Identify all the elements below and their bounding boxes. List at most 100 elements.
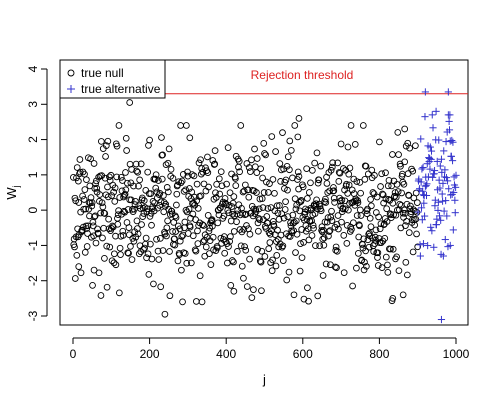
null-point [101,255,108,262]
null-point [368,174,376,182]
null-point [292,217,300,225]
alternative-point [451,209,459,217]
alternative-point [419,187,427,195]
null-point [371,172,378,179]
null-point [384,268,392,276]
null-point [220,212,228,220]
null-point [161,230,169,238]
null-point [80,196,88,203]
null-point [127,243,134,250]
null-point [238,205,245,212]
null-point [314,179,322,187]
null-point [211,147,219,155]
null-point [364,170,372,178]
null-point [320,241,328,249]
null-point [191,193,198,201]
null-point [311,159,319,167]
null-point [81,248,89,256]
x-tick-label: 400 [216,347,236,361]
null-point [133,167,140,175]
null-point [382,195,390,203]
null-point [203,167,211,175]
null-point [266,230,274,238]
null-point [367,196,374,203]
null-point [334,159,342,167]
null-point [180,188,188,195]
x-axis-label: j [262,372,266,387]
null-point [178,233,186,240]
null-point [412,142,419,150]
null-point [227,282,235,289]
null-point [269,218,277,225]
alternative-point [434,198,442,206]
null-point [101,210,109,217]
null-point [257,165,265,173]
null-point [169,174,177,182]
null-point [178,177,186,185]
alternative-point [434,206,442,214]
null-point [135,250,143,258]
null-point [272,148,279,155]
null-point [381,235,389,242]
x-tick-label: 0 [70,347,77,361]
null-point [319,272,327,279]
alternative-point [416,252,424,260]
null-point [264,219,271,227]
null-point [159,247,167,254]
y-tick-label: 3 [26,101,40,108]
null-point [322,199,330,206]
null-point [269,256,276,264]
null-point [117,173,125,181]
null-point [181,218,189,226]
null-point [395,151,402,158]
null-point [88,202,96,210]
null-point [282,176,290,184]
null-point [221,249,229,257]
x-tick-label: 800 [369,347,389,361]
null-point [106,243,114,251]
alternative-point [429,124,437,132]
null-point [73,252,81,259]
null-point [150,280,157,288]
y-tick-label: 1 [26,171,40,178]
null-point [389,245,397,253]
null-point [92,180,99,187]
null-point [336,197,344,205]
null-point [266,180,273,187]
null-point [331,199,338,206]
null-point [383,205,391,213]
null-point [215,211,223,219]
null-point [95,269,103,277]
null-point [92,239,100,247]
null-point [178,266,185,274]
null-point [87,194,95,201]
null-point [174,257,182,265]
null-point [213,180,220,188]
null-point [248,156,255,164]
null-point [356,179,364,186]
null-point [371,233,379,241]
null-point [374,249,382,257]
null-point [186,223,194,231]
null-point [71,243,78,251]
alternative-point [432,107,440,115]
null-point [232,182,240,189]
null-point [290,227,297,235]
alternative-point [421,113,429,121]
null-point [70,235,78,243]
null-point [343,240,351,247]
null-point [237,242,245,250]
null-point [335,169,343,176]
alternative-point [420,212,429,220]
null-point [337,140,345,148]
null-point [113,173,121,181]
null-point [363,210,371,218]
null-point [228,257,236,264]
null-point [284,153,292,161]
alternative-point [447,152,456,160]
null-point [158,175,166,183]
null-point [246,255,253,263]
null-point [198,298,206,306]
null-point [373,193,381,201]
null-point [143,254,150,262]
